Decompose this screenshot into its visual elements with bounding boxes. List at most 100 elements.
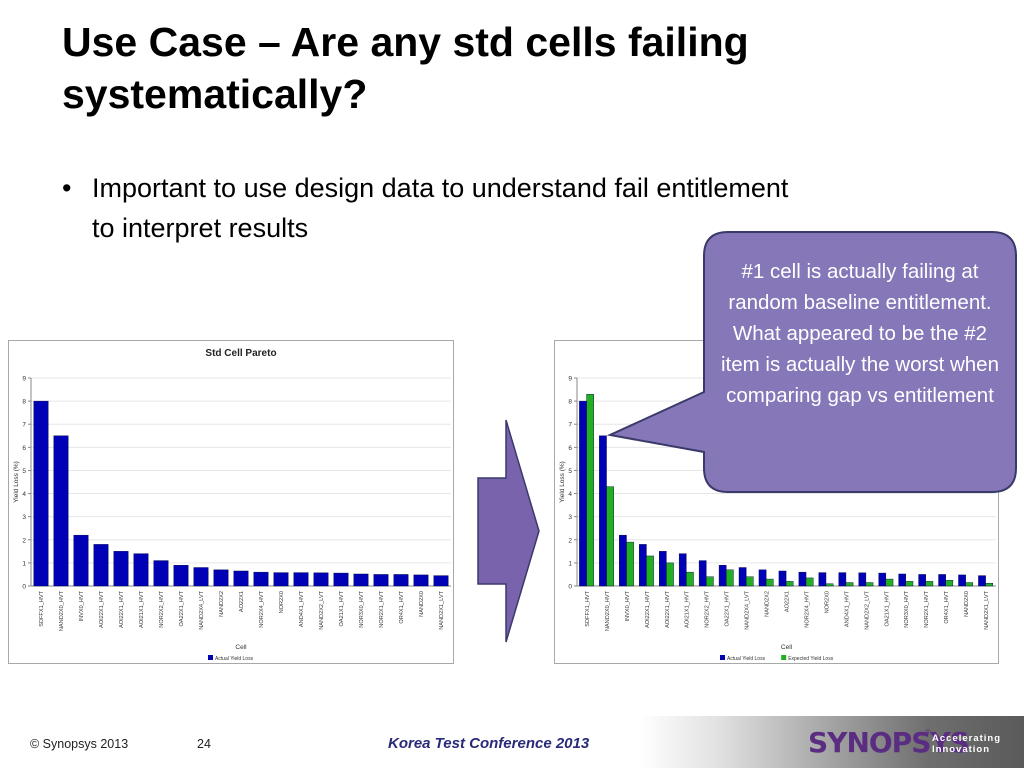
- bar: [413, 574, 429, 587]
- bar: [273, 572, 289, 587]
- y-tick-label: 9: [22, 376, 26, 383]
- bar: [626, 541, 634, 587]
- bar: [825, 583, 834, 587]
- y-tick-label: 6: [568, 445, 572, 452]
- x-tick-label: NAND2X4_LVT: [745, 590, 751, 629]
- bar: [619, 534, 627, 587]
- x-tick-label: AND4X1_HVT: [844, 590, 850, 627]
- logo-tagline: Accelerating Innovation: [932, 733, 1001, 755]
- synopsys-logo: SYNOPSYS: [808, 726, 970, 759]
- y-tick-label: 1: [22, 560, 26, 567]
- x-tick-label: NAND2X4_LVT: [199, 590, 205, 629]
- std-cell-pareto-svg: Std Cell Pareto 0 1 2 3 4 5 6 7 8 9 Yield Loss (%) S…: [13, 348, 451, 662]
- x-tick-label: AOI22X1_HVT: [665, 590, 671, 628]
- legend-swatch: [720, 655, 725, 660]
- bar: [666, 562, 674, 587]
- legend-label: Actual Yield Loss: [215, 656, 254, 662]
- bar: [858, 572, 867, 587]
- y-tick-label: 0: [22, 584, 26, 591]
- y-tick-label: 5: [22, 468, 26, 475]
- legend-label: Expected Yield Loss: [788, 656, 834, 662]
- x-tick-label: NOR2X0: [824, 591, 830, 613]
- chart-title: Std Cell Pareto: [205, 348, 276, 359]
- y-tick-label: 9: [568, 376, 572, 383]
- bar: [965, 582, 974, 587]
- bar: [818, 572, 827, 587]
- x-tick-label: SDFFX1_HVT: [39, 590, 45, 626]
- slide-title: Use Case – Are any std cells failing sys…: [62, 19, 749, 117]
- y-tick-label: 3: [568, 514, 572, 521]
- x-tick-label: NOR2X4_HVT: [804, 590, 810, 627]
- bar: [646, 555, 654, 587]
- x-tick-label: NOR2X4_HVT: [259, 590, 265, 627]
- bar: [845, 582, 854, 587]
- tagline-line-1: Accelerating: [932, 733, 1002, 744]
- bar: [293, 572, 309, 587]
- legend-label: Actual Yield Loss: [727, 656, 766, 662]
- x-tick-label: SDFFX1_HVT: [585, 590, 591, 626]
- x-tick-label: NAND2X0_HVT: [59, 590, 65, 631]
- bar: [718, 564, 727, 587]
- bar: [606, 486, 614, 587]
- bar: [213, 569, 229, 587]
- y-axis-label: Yield Loss (%): [559, 461, 566, 503]
- registered-mark: ®: [925, 728, 931, 737]
- x-tick-label: NAND2X0_HVT: [605, 590, 611, 631]
- bar: [153, 560, 169, 587]
- tagline-line-2: Innovation: [932, 744, 991, 755]
- x-tick-label: NAND2X2: [219, 591, 225, 617]
- x-tick-label: NAND2X0: [964, 591, 970, 617]
- y-tick-label: 6: [22, 445, 26, 452]
- x-tick-label: OA21X1_HVT: [884, 590, 890, 626]
- bar: [945, 580, 954, 587]
- bar: [433, 575, 449, 587]
- x-tick-label: AO22X1: [239, 591, 245, 612]
- bar: [785, 581, 794, 587]
- x-tick-label: NAND2X2_LVT: [864, 590, 870, 629]
- x-tick-label: OA22X1_HVT: [179, 590, 185, 626]
- bar: [233, 570, 249, 587]
- x-tick-label: NAND2X1_LVT: [439, 590, 445, 629]
- bar: [758, 569, 767, 587]
- bar: [173, 564, 189, 587]
- footer-gradient-bar: [640, 716, 1024, 768]
- x-tick-label: OR4X1_HVT: [944, 590, 950, 623]
- x-tick-label: NOR3X0_HVT: [904, 590, 910, 627]
- y-axis-label: Yield Loss (%): [13, 461, 20, 503]
- bar: [313, 572, 329, 587]
- legend-swatch: [781, 655, 787, 660]
- right-arrow-icon: [477, 419, 540, 643]
- bar: [778, 570, 787, 587]
- bullet-dot-icon: •: [62, 173, 72, 203]
- y-tick-label: 0: [568, 584, 572, 591]
- x-tick-label: OR4X1_HVT: [399, 590, 405, 623]
- bar: [73, 534, 89, 587]
- bar: [53, 435, 69, 587]
- bar: [885, 578, 894, 587]
- bar: [93, 544, 109, 587]
- bar: [958, 574, 966, 587]
- bar: [706, 576, 714, 587]
- x-tick-label: AND4X1_HVT: [299, 590, 305, 627]
- bar: [133, 553, 149, 587]
- bar: [698, 560, 707, 587]
- bar: [978, 575, 986, 587]
- copyright-text: © Synopsys 2013: [30, 737, 129, 751]
- bar: [373, 574, 389, 587]
- bar: [985, 583, 994, 587]
- x-tick-label: NOR3X0_HVT: [359, 590, 365, 627]
- x-axis-label: Cell: [781, 644, 793, 651]
- bar: [353, 573, 369, 587]
- y-tick-label: 2: [568, 537, 572, 544]
- callout-bubble: [606, 231, 1017, 493]
- bar: [579, 400, 587, 587]
- y-tick-label: 4: [22, 491, 26, 498]
- bar: [898, 573, 907, 587]
- x-tick-label: AOI22X1_HVT: [99, 590, 105, 628]
- x-tick-label: NOR2X1_HVT: [379, 590, 385, 627]
- bar: [925, 581, 934, 587]
- x-tick-label: AOI21X1_HVT: [685, 590, 691, 628]
- bar: [586, 393, 594, 587]
- y-tick-label: 7: [568, 422, 572, 429]
- x-tick-label: NOR2X0: [279, 591, 285, 613]
